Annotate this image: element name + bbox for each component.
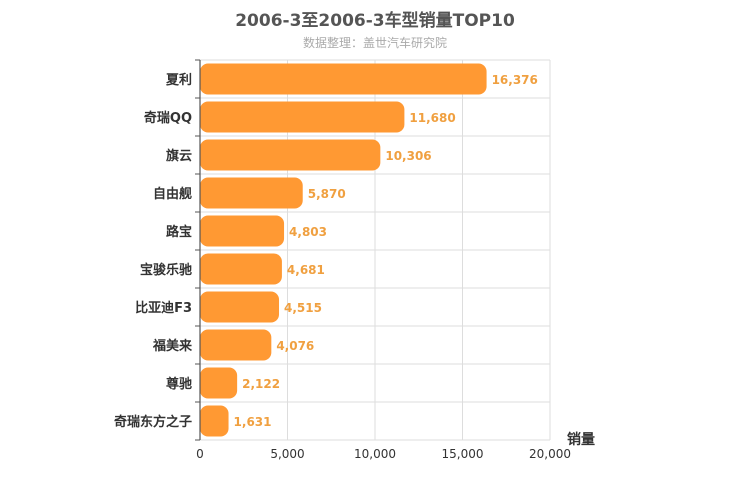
bar [200, 405, 229, 437]
category-label: 路宝 [166, 224, 192, 240]
category-label: 福美来 [152, 338, 193, 354]
bar [200, 253, 282, 285]
x-axis-label: 销量 [567, 431, 595, 448]
bar-value-label: 11,680 [409, 111, 455, 125]
bar [200, 329, 272, 361]
category-label: 比亚迪F3 [135, 300, 192, 316]
category-label: 奇瑞QQ [144, 110, 192, 126]
grid [200, 59, 551, 441]
bar [200, 139, 381, 171]
x-tick-label: 5,000 [270, 447, 304, 461]
bars: 16,376 11,680 10,306 5,870 4,803 4,681 4,515 4,… [200, 63, 538, 437]
category-label: 旗云 [166, 148, 192, 164]
bar [200, 215, 285, 247]
chart-title: 2006-3至2006-3车型销量TOP10 [235, 11, 515, 31]
x-tick-label: 10,000 [354, 447, 396, 461]
bar [200, 101, 405, 133]
x-tick-label: 20,000 [529, 447, 571, 461]
category-label: 宝骏乐驰 [140, 262, 192, 278]
category-label: 奇瑞东方之子 [114, 414, 192, 430]
bar [200, 177, 303, 209]
category-label: 夏利 [165, 72, 192, 88]
bar-value-label: 4,803 [289, 225, 327, 239]
bar-value-label: 5,870 [308, 187, 346, 201]
bar [200, 63, 487, 95]
bar-value-label: 2,122 [242, 377, 280, 391]
bar-value-label: 16,376 [492, 73, 538, 87]
bar-value-label: 10,306 [385, 149, 431, 163]
x-tick-label: 15,000 [442, 447, 484, 461]
bar [200, 367, 238, 399]
chart-subtitle: 数据整理：盖世汽车研究院 [302, 36, 447, 50]
bar-value-label: 1,631 [234, 415, 272, 429]
category-label: 自由舰 [153, 186, 192, 202]
bar-value-label: 4,681 [287, 263, 325, 277]
x-tick-label: 0 [196, 447, 204, 461]
bar [200, 291, 280, 323]
bar-value-label: 4,515 [284, 301, 322, 315]
category-label: 尊驰 [166, 376, 192, 392]
bar-value-label: 4,076 [276, 339, 314, 353]
